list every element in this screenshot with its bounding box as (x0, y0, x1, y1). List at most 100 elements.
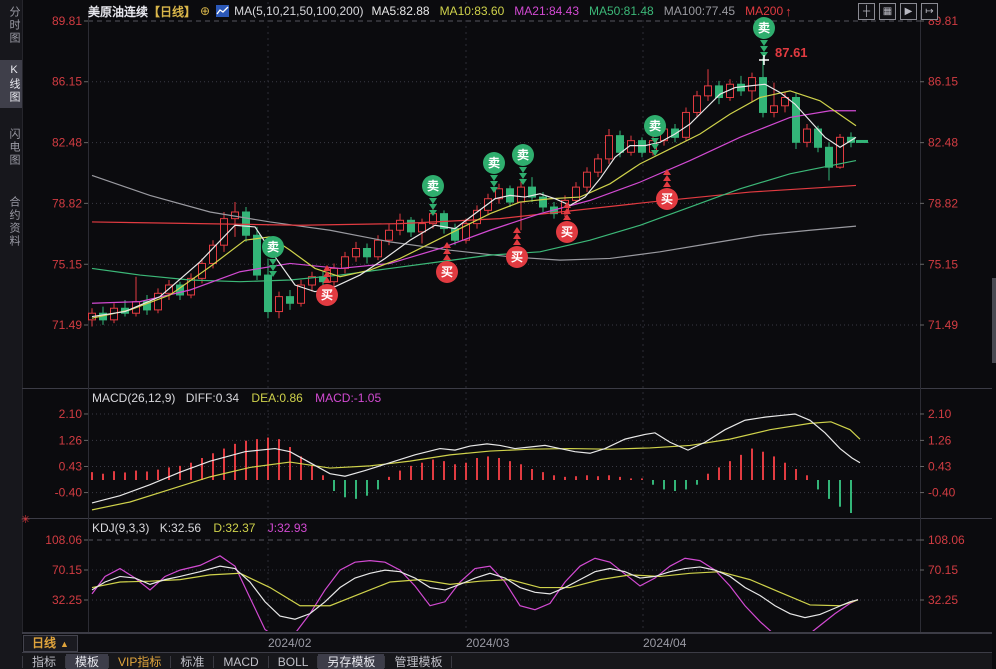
candle (495, 183, 503, 204)
x-axis-label: 2024/04 (643, 636, 687, 650)
signal-arrow-icon (429, 210, 437, 216)
signal-arrow-icon (490, 181, 498, 187)
sell-signal: 卖 (422, 175, 444, 216)
ma21-line (91, 110, 856, 304)
bottom-tab-7[interactable]: 另存模板 (318, 653, 385, 669)
ma200-value: MA200 (745, 4, 784, 18)
bottom-tab-3[interactable]: VIP指标 (118, 654, 162, 669)
toolbar-separator (170, 655, 172, 668)
signal-arrow-icon (663, 181, 671, 187)
candle (583, 167, 591, 193)
ma-formula: MA(5,10,21,50,100,200) (234, 4, 364, 18)
y-axis-label: 75.15 (52, 257, 82, 271)
y-axis-label: 1.26 (59, 433, 83, 447)
export-icon[interactable]: ↦ (921, 3, 938, 20)
sell-signal: 卖 (512, 144, 534, 185)
buy-signal-label: 买 (661, 192, 673, 206)
candle (220, 211, 228, 252)
bottom-toolbar: 指标 模板 VIP指标 标准 MACD BOLL 另存模板 管理模板 (22, 652, 996, 669)
y-axis-label: 108.06 (45, 533, 82, 547)
y-axis-label: 1.26 (928, 433, 952, 447)
signal-arrow-icon (443, 248, 451, 254)
last-price-tick (856, 139, 868, 143)
chart-play-icon[interactable]: ▶ (900, 3, 917, 20)
period-dropdown-button[interactable]: 日线 ▲ (23, 635, 78, 652)
period-label: 日线 (32, 636, 57, 650)
y-axis-label: 89.81 (52, 14, 82, 28)
sell-signal: 卖 (644, 115, 666, 156)
bottom-tab-6[interactable]: BOLL (277, 654, 309, 669)
sell-signal: 卖 (262, 236, 284, 277)
signal-arrow-icon (519, 167, 527, 173)
kdj-j-value: J:32.93 (267, 521, 308, 535)
candle (407, 216, 415, 237)
gridlines (22, 2, 992, 633)
buy-signal-label: 买 (441, 265, 453, 279)
signal-arrow-icon (651, 150, 659, 156)
ma100-value: MA100:77.45 (663, 4, 736, 18)
sell-signal-label: 卖 (758, 20, 770, 35)
candle (605, 129, 613, 164)
candle (737, 75, 745, 96)
candle (638, 137, 646, 158)
candle (473, 205, 481, 229)
sidebar-item-time-chart[interactable]: 分时图 (8, 6, 20, 45)
d-line (91, 571, 859, 607)
chart-window-icon[interactable]: ▦ (879, 3, 896, 20)
y-axis-label: 78.82 (928, 196, 958, 210)
candle (297, 280, 305, 307)
bottom-tab-5[interactable]: MACD (223, 654, 259, 669)
sidebar-item-kline-chart[interactable]: K线图 (0, 60, 22, 108)
sidebar-item-lightning-chart[interactable]: 闪电图 (8, 128, 20, 167)
y-axis-label: 2.10 (59, 407, 83, 421)
toolbar-separator (317, 655, 319, 668)
kdj-d-value: D:32.37 (213, 521, 256, 535)
candle (253, 226, 261, 281)
y-axis-label: 0.43 (59, 459, 83, 473)
crosshair-icon[interactable]: ┼ (858, 3, 875, 20)
bottom-tab-4[interactable]: 标准 (180, 654, 205, 669)
sidebar-item-contract-info[interactable]: 合约资料 (8, 196, 20, 248)
candle (275, 291, 283, 319)
y-axis-label: 32.25 (52, 593, 82, 607)
candle (682, 107, 690, 141)
sell-signal-label: 卖 (649, 118, 661, 133)
chart-header: 美原油连续 【日线】 ⊕ MA(5,10,21,50,100,200) MA5:… (88, 2, 792, 20)
sell-signal: 卖 (753, 17, 775, 58)
candle (517, 178, 525, 231)
candle (231, 202, 239, 237)
signal-arrow-icon (651, 144, 659, 150)
toolbar-separator (451, 655, 453, 668)
buy-signal: 买 (506, 227, 528, 268)
bottom-tab-2[interactable]: 模板 (66, 653, 109, 669)
candle (539, 192, 547, 212)
y-axis-label: 82.48 (52, 136, 82, 150)
signal-arrow-icon (513, 227, 521, 233)
peak-price-label: 87.61 (775, 45, 808, 60)
signal-arrow-icon (323, 271, 331, 277)
indicator-settings-icon[interactable]: ✳ (21, 514, 31, 526)
y-axis-label: 71.49 (928, 318, 958, 332)
signal-arrow-icon (563, 214, 571, 220)
buy-signal: 买 (436, 242, 458, 283)
candle (781, 92, 789, 113)
bottom-tab-8[interactable]: 管理模板 (394, 654, 443, 669)
j-line (91, 555, 859, 631)
scrollbar-thumb[interactable] (992, 278, 996, 363)
y-axis-label: 70.15 (928, 563, 958, 577)
signal-arrow-icon (443, 254, 451, 260)
y-axis-label: -0.40 (55, 486, 83, 500)
y-axis-label: 86.15 (928, 75, 958, 89)
toolbar-separator (108, 655, 110, 668)
candle (187, 273, 195, 299)
header-toolbar: ┼ ▦ ▶ ↦ (858, 3, 938, 20)
kdj-k-value: K:32.56 (159, 521, 202, 535)
signal-arrow-icon (490, 175, 498, 181)
add-indicator-icon[interactable]: ⊕ (200, 4, 211, 18)
macd-histogram (91, 437, 852, 514)
signal-arrow-icon (519, 173, 527, 179)
bottom-tab-1[interactable]: 指标 (32, 654, 57, 669)
